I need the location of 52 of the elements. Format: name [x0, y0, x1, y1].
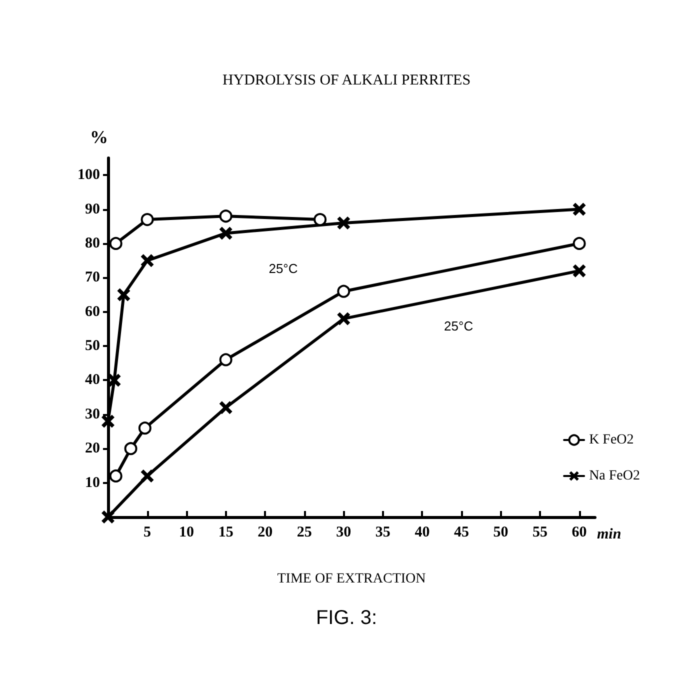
point [102, 510, 114, 524]
point [337, 216, 350, 230]
point [140, 469, 154, 482]
x-tick-label: 10 [179, 524, 194, 540]
y-tick-label: 20 [85, 440, 100, 457]
y-tick-label: 70 [85, 270, 100, 286]
point [124, 442, 138, 456]
y-axis-title: % [90, 127, 108, 147]
point [337, 284, 350, 298]
x-tick-label: 20 [258, 524, 273, 540]
x-tick-label: 55 [532, 524, 548, 540]
y-tick-label: 50 [85, 338, 100, 354]
y-tick-label: 40 [85, 372, 100, 388]
y-tick-label: 10 [85, 474, 100, 491]
point [219, 210, 232, 223]
point [572, 202, 586, 216]
y-tick-label: 60 [85, 304, 100, 320]
legend-label: Na FeO2 [589, 468, 640, 484]
caption: FIG. 3: [316, 607, 378, 629]
point [219, 226, 232, 240]
x-tick-label: 25 [296, 524, 312, 540]
x-tick-label: 45 [454, 524, 469, 540]
point [138, 422, 152, 435]
point [109, 469, 122, 482]
point [219, 401, 232, 414]
x-axis-title: TIME OF EXTRACTION [277, 572, 426, 586]
x-tick-label: 40 [414, 524, 430, 540]
point [337, 312, 350, 326]
y-tick-label: 80 [85, 235, 100, 252]
text: min [597, 526, 622, 542]
point [219, 353, 232, 366]
x-tick-label: 15 [218, 524, 234, 540]
point [109, 236, 122, 250]
annotation: 25°C [444, 318, 474, 334]
x-tick-label: 50 [493, 524, 508, 540]
x-tick-label: 35 [375, 524, 390, 540]
point [572, 264, 586, 278]
y-tick-label: 30 [85, 406, 100, 422]
chart-title: HYDROLYSIS OF ALKALI PERRITES [222, 72, 471, 88]
point [140, 213, 154, 226]
point [117, 288, 130, 302]
point [140, 254, 154, 268]
y-tick-label: 100 [78, 167, 100, 184]
x-tick-label: 30 [336, 524, 352, 540]
point [314, 213, 327, 226]
y-tick-label: 90 [85, 201, 100, 218]
x-tick-label: 5 [144, 524, 152, 540]
legend-label: K FeO2 [589, 432, 634, 448]
x-tick-label: 60 [572, 524, 587, 540]
annotation: 25°C [268, 261, 298, 276]
point [102, 414, 114, 428]
point [572, 236, 586, 250]
